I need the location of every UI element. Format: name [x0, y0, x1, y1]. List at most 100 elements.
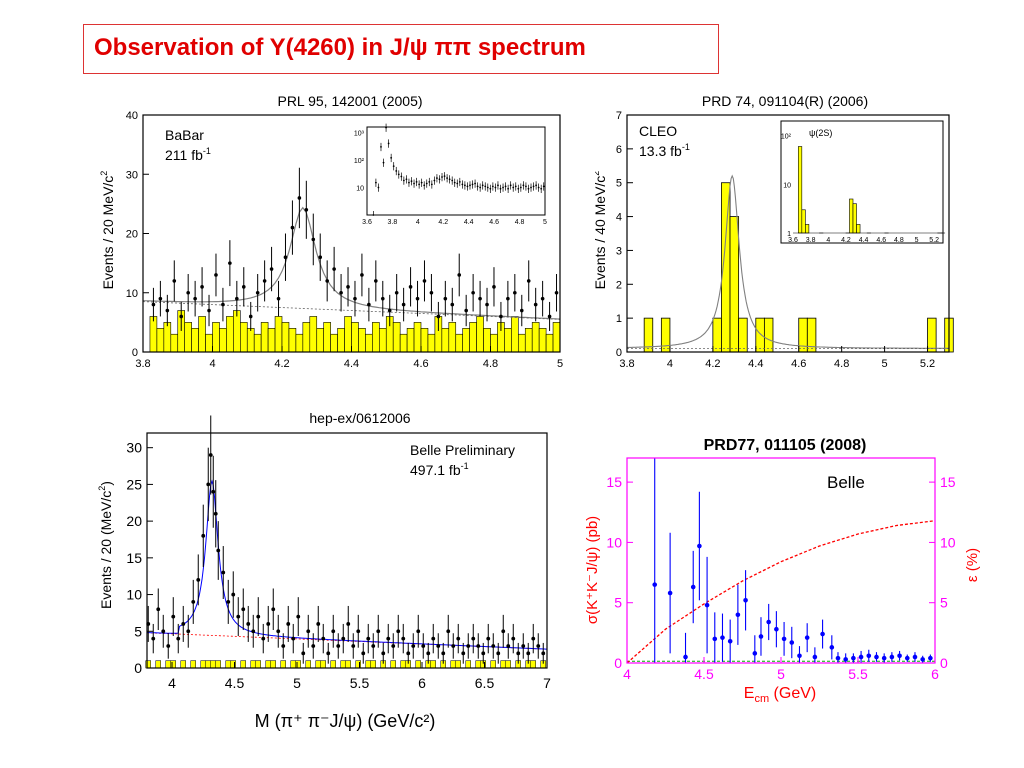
y-tick-label: 5 — [616, 178, 622, 190]
inset-data-point — [402, 179, 405, 182]
background-bar — [225, 660, 231, 669]
background-bar — [315, 660, 321, 669]
data-point — [752, 651, 758, 656]
data-point — [446, 629, 451, 634]
background-bar — [455, 333, 463, 353]
background-bar — [170, 333, 179, 353]
data-point — [236, 614, 241, 619]
background-bar — [330, 660, 336, 669]
y-tick-label: 15 — [606, 474, 622, 490]
y-tick-label: 0 — [616, 347, 622, 359]
inset-data-point — [385, 126, 387, 129]
histogram-bar — [755, 317, 765, 353]
data-point — [531, 636, 536, 641]
data-point — [171, 614, 176, 619]
background-bar — [490, 660, 496, 669]
data-point — [501, 629, 506, 634]
y-tick-label: 5 — [614, 595, 622, 611]
histogram-bar — [660, 317, 671, 353]
inset-data-point — [517, 187, 520, 190]
background-bar — [155, 660, 161, 669]
background-bar — [538, 328, 547, 353]
y-tick-label: 2 — [616, 279, 622, 291]
background-bar — [430, 660, 436, 669]
data-point — [301, 651, 306, 656]
data-point — [461, 651, 466, 656]
inset-frame — [366, 126, 546, 216]
data-point — [387, 308, 392, 313]
data-point — [297, 196, 302, 200]
inset-data-point — [382, 161, 385, 164]
data-point — [415, 296, 420, 301]
experiment-label: Belle Preliminary — [410, 442, 515, 458]
data-point — [304, 208, 309, 212]
inset-x-tick-label: 4.8 — [894, 237, 904, 244]
histogram-bar — [927, 317, 937, 353]
background-bar — [390, 660, 396, 669]
inset-data-point — [504, 185, 507, 188]
data-point — [246, 622, 251, 626]
data-point — [533, 302, 538, 307]
background-bar — [240, 660, 246, 669]
data-point — [221, 570, 226, 575]
chart-title: PRD77, 011105 (2008) — [704, 437, 867, 454]
data-point — [291, 636, 296, 641]
background-bar — [323, 322, 331, 353]
data-point — [161, 629, 166, 634]
data-point — [485, 302, 489, 307]
x-tick-label: 4 — [667, 358, 673, 370]
inset-x-tick-label: 3.6 — [788, 237, 798, 244]
data-point — [213, 511, 218, 516]
x-tick-label: 4 — [623, 666, 631, 682]
inset-data-point — [489, 187, 492, 190]
y-tick-label: 1 — [616, 313, 622, 325]
histogram-bar — [798, 317, 808, 353]
data-point — [506, 644, 511, 648]
data-point — [216, 548, 221, 553]
inset-data-point — [408, 181, 410, 184]
data-point — [436, 644, 441, 648]
background-bar — [215, 660, 221, 669]
data-point — [374, 279, 378, 283]
inset-data-point — [415, 180, 418, 183]
inset-data-point — [377, 186, 380, 189]
inset-data-point — [474, 182, 476, 185]
data-point — [804, 635, 810, 640]
background-bar — [240, 322, 248, 353]
inset-y-tick-label: 10³ — [354, 131, 365, 138]
inset-data-point — [410, 180, 413, 183]
inset-data-point — [458, 180, 461, 183]
background-bar — [448, 322, 457, 353]
data-point — [191, 600, 196, 604]
background-bar — [337, 328, 345, 353]
data-point — [743, 597, 748, 603]
y-axis-label: Events / 20 MeV/c2 — [99, 171, 116, 290]
data-point — [276, 629, 281, 634]
inset-y-tick-label: 10² — [354, 158, 365, 165]
background-bar — [205, 333, 213, 353]
data-point — [380, 296, 385, 301]
background-bar — [288, 328, 297, 353]
data-point — [499, 314, 503, 319]
background-bar — [351, 322, 359, 353]
background-bar — [490, 333, 498, 353]
inset-data-point — [542, 185, 545, 188]
data-point — [486, 636, 491, 641]
inset-bar — [797, 146, 803, 234]
data-point — [271, 607, 276, 612]
data-point — [516, 651, 521, 656]
inset-data-point — [481, 184, 484, 187]
data-point — [881, 655, 887, 661]
background-bar — [212, 322, 220, 353]
data-point — [306, 629, 311, 634]
belle-kk-chart: PRD77, 011105 (2008) 4 4.5 5 5.5 60510150510… — [584, 437, 981, 705]
data-point — [356, 629, 361, 634]
inset-data-point — [420, 181, 423, 184]
data-point — [156, 607, 161, 612]
x-tick-label: 5.5 — [350, 675, 370, 691]
data-point — [186, 290, 190, 295]
inset-y-tick-label: 10 — [783, 182, 791, 189]
y-right-tick-label: 0 — [940, 655, 948, 671]
data-point — [158, 296, 163, 301]
background-bar — [149, 316, 158, 353]
